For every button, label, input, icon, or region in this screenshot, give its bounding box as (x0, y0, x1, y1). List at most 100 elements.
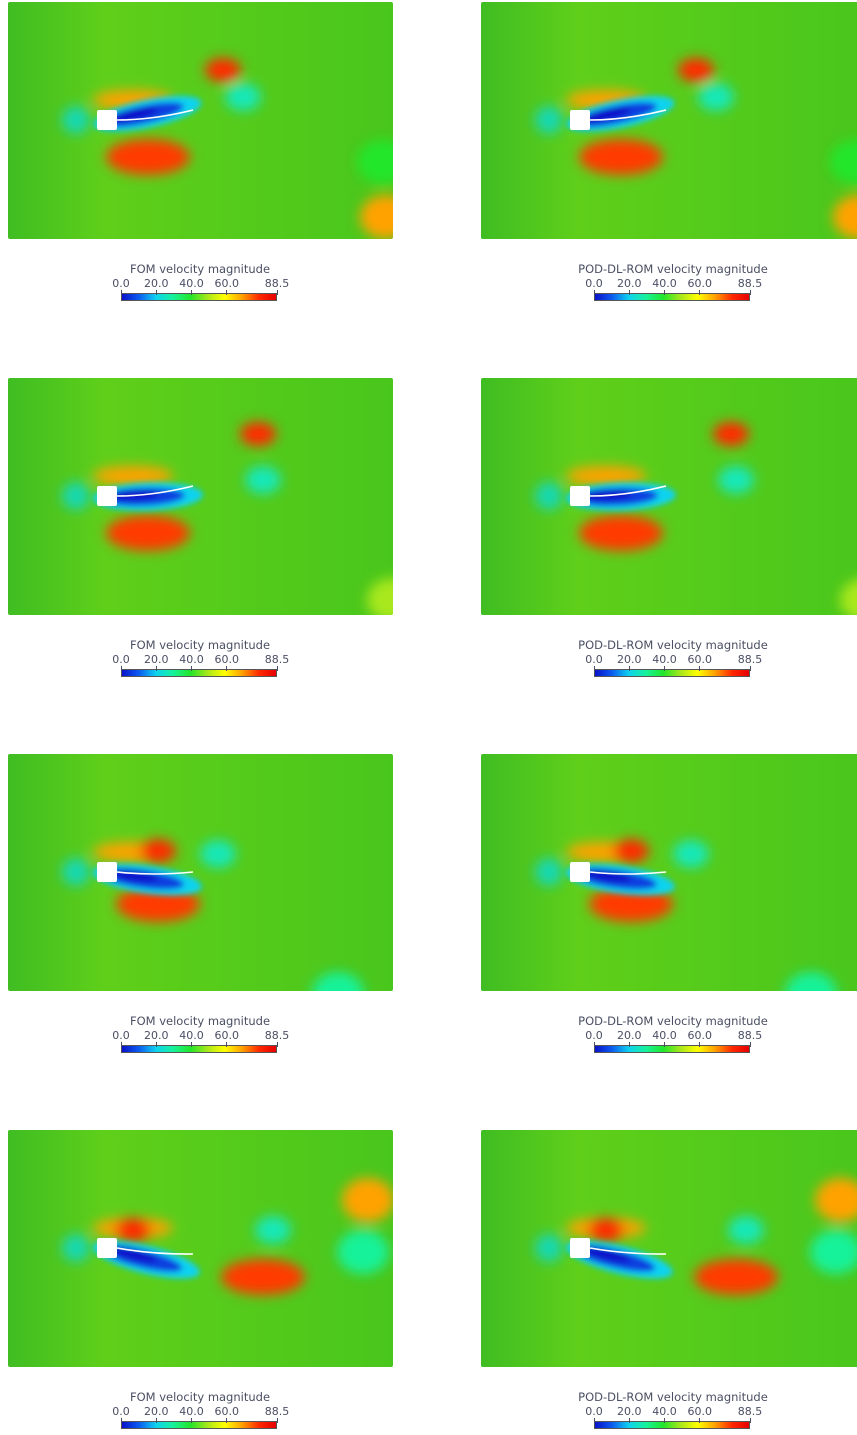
colorbar-tick-label: 0.0 (112, 1029, 130, 1042)
colorbar-tick-label: 40.0 (179, 653, 204, 666)
colorbar-title: FOM velocity magnitude (129, 1014, 271, 1028)
colorbar-tick-mark (664, 1042, 665, 1047)
colorbar-tick-mark (664, 290, 665, 295)
colorbar-legend: FOM velocity magnitude 0.0 20.0 40.0 60.0 88.… (100, 1014, 300, 1056)
colorbar-tick-mark (749, 1418, 751, 1423)
rom-velocity-field (481, 378, 857, 615)
colorbar-tick-label: 60.0 (214, 1029, 240, 1042)
colorbar-tick-label: 60.0 (687, 1405, 713, 1418)
colorbar-tick-mark (276, 1042, 278, 1047)
colorbar-tick-mark (699, 1042, 701, 1047)
colorbar-tick-label: 60.0 (214, 277, 240, 290)
colorbar-tick-label: 0.0 (585, 1029, 603, 1042)
colorbar-tick-mark (191, 1418, 192, 1423)
colorbar-tick-mark (628, 1418, 630, 1423)
colorbar-tick-mark (593, 1042, 595, 1047)
colorbar-title: POD-DL-ROM velocity magnitude (578, 1014, 768, 1028)
colorbar-tick-mark (155, 666, 157, 671)
colorbar-tick-label: 88.5 (264, 1405, 290, 1418)
fom-velocity-field (8, 2, 393, 239)
colorbar-tick-label: 0.0 (112, 1405, 130, 1418)
colorbar-title: FOM velocity magnitude (129, 262, 271, 276)
colorbar-tick-label: 60.0 (687, 1029, 713, 1042)
colorbar-legend: FOM velocity magnitude 0.0 20.0 40.0 60.0 88.… (100, 262, 300, 304)
colorbar-tick-label: 88.5 (264, 653, 290, 666)
colorbar-tick-label: 0.0 (585, 1405, 603, 1418)
colorbar-tick-label: 40.0 (179, 1405, 204, 1418)
colorbar (594, 293, 750, 301)
colorbar-tick-mark (593, 666, 595, 671)
colorbar-tick-label: 20.0 (144, 1405, 169, 1418)
colorbar-tick-mark (593, 290, 595, 295)
colorbar-tick-label: 0.0 (585, 653, 603, 666)
colorbar (594, 1045, 750, 1053)
colorbar-tick-label: 20.0 (617, 277, 642, 290)
colorbar-tick-label: 20.0 (144, 1029, 169, 1042)
colorbar-tick-mark (276, 290, 278, 295)
colorbar-tick-label: 88.5 (737, 1029, 763, 1042)
colorbar-tick-label: 60.0 (214, 1405, 240, 1418)
colorbar-tick-label: 88.5 (737, 653, 763, 666)
rom-velocity-field (481, 754, 857, 991)
colorbar-tick-label: 88.5 (264, 277, 290, 290)
colorbar-tick-mark (226, 1418, 228, 1423)
fom-velocity-field (8, 1130, 393, 1367)
colorbar-tick-mark (699, 1418, 701, 1423)
colorbar-tick-mark (664, 1418, 665, 1423)
colorbar-tick-mark (155, 1418, 157, 1423)
colorbar-tick-label: 40.0 (179, 1029, 204, 1042)
fom-velocity-field (8, 754, 393, 991)
colorbar (121, 293, 277, 301)
colorbar-tick-label: 20.0 (617, 653, 642, 666)
colorbar (594, 669, 750, 677)
colorbar (594, 1421, 750, 1429)
colorbar-tick-mark (226, 290, 228, 295)
colorbar-tick-mark (276, 666, 278, 671)
colorbar-tick-mark (155, 290, 157, 295)
colorbar-tick-label: 20.0 (144, 653, 169, 666)
colorbar-tick-mark (120, 1418, 122, 1423)
colorbar-tick-mark (276, 1418, 278, 1423)
colorbar-legend: POD-DL-ROM velocity magnitude 0.0 20.0 40.0… (573, 262, 773, 304)
colorbar-tick-mark (749, 1042, 751, 1047)
colorbar-title: FOM velocity magnitude (129, 638, 271, 652)
colorbar-tick-label: 40.0 (652, 1405, 677, 1418)
colorbar-title: POD-DL-ROM velocity magnitude (578, 262, 768, 276)
colorbar-legend: POD-DL-ROM velocity magnitude 0.0 20.0 40.0… (573, 638, 773, 680)
colorbar (121, 669, 277, 677)
colorbar-title: POD-DL-ROM velocity magnitude (578, 1390, 768, 1404)
colorbar (121, 1421, 277, 1429)
colorbar-tick-mark (628, 1042, 630, 1047)
colorbar-tick-label: 20.0 (144, 277, 169, 290)
colorbar-tick-mark (226, 666, 228, 671)
fom-velocity-field (8, 378, 393, 615)
colorbar-tick-label: 60.0 (687, 277, 713, 290)
colorbar-tick-mark (593, 1418, 595, 1423)
rom-velocity-field (481, 2, 857, 239)
colorbar-tick-mark (120, 666, 122, 671)
colorbar-tick-mark (226, 1042, 228, 1047)
colorbar-title: FOM velocity magnitude (129, 1390, 271, 1404)
colorbar-tick-label: 40.0 (652, 653, 677, 666)
colorbar-tick-label: 20.0 (617, 1029, 642, 1042)
colorbar-tick-mark (191, 290, 192, 295)
colorbar-legend: FOM velocity magnitude 0.0 20.0 40.0 60.0 88.… (100, 1390, 300, 1432)
colorbar-tick-mark (120, 290, 122, 295)
colorbar-tick-label: 88.5 (264, 1029, 290, 1042)
colorbar-tick-mark (664, 666, 665, 671)
colorbar-tick-label: 88.5 (737, 277, 763, 290)
colorbar-legend: FOM velocity magnitude 0.0 20.0 40.0 60.0 88.… (100, 638, 300, 680)
colorbar (121, 1045, 277, 1053)
colorbar-tick-mark (155, 1042, 157, 1047)
colorbar-tick-label: 20.0 (617, 1405, 642, 1418)
colorbar-tick-mark (749, 666, 751, 671)
colorbar-tick-mark (120, 1042, 122, 1047)
colorbar-tick-mark (191, 1042, 192, 1047)
colorbar-tick-label: 60.0 (687, 653, 713, 666)
colorbar-tick-mark (699, 290, 701, 295)
colorbar-tick-mark (699, 666, 701, 671)
colorbar-title: POD-DL-ROM velocity magnitude (578, 638, 768, 652)
colorbar-tick-mark (628, 290, 630, 295)
colorbar-tick-label: 40.0 (652, 277, 677, 290)
colorbar-tick-mark (749, 290, 751, 295)
